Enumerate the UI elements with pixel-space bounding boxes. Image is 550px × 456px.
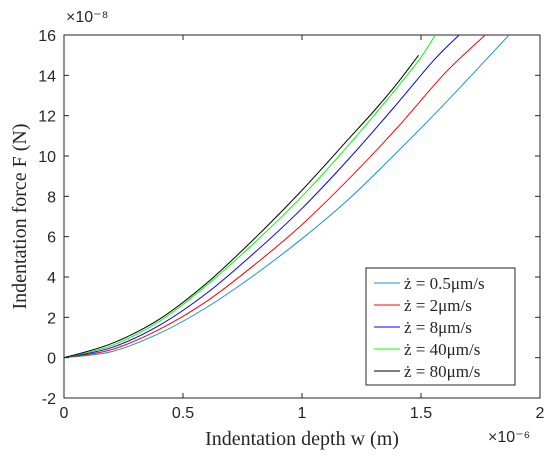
series-line-3 [63, 34, 436, 359]
y-axis-title: Indentation force F (N) [9, 123, 31, 309]
legend-label-0: ż = 0.5μm/s [404, 274, 485, 293]
y-tick-label: 2 [47, 310, 56, 327]
legend-label-2: ż = 8μm/s [404, 318, 472, 337]
series-line-2 [63, 34, 460, 359]
x-tick-label: 2 [536, 405, 545, 422]
x-tick-label: 1 [298, 405, 307, 422]
y-tick-label: 10 [38, 149, 56, 166]
y-tick-label: 14 [38, 68, 56, 85]
y-tick-label: 8 [47, 189, 56, 206]
y-axis-exponent: ×10⁻⁸ [66, 9, 108, 26]
x-axis-title: Indentation depth w (m) [205, 428, 399, 450]
legend-label-1: ż = 2μm/s [404, 296, 472, 315]
x-tick-label: 0.5 [172, 405, 194, 422]
legend: ż = 0.5μm/s ż = 2μm/s ż = 8μm/s ż = 40μm/s ż… [365, 267, 516, 386]
series-line-4 [63, 54, 420, 359]
y-tick-label: -2 [42, 391, 56, 408]
y-tick-label: 0 [47, 351, 56, 368]
y-tick-label: 6 [47, 230, 56, 247]
y-tick-label: 12 [38, 109, 56, 126]
legend-label-4: ż = 80μm/s [404, 362, 480, 381]
y-tick-label: 16 [38, 28, 56, 45]
series-lines [63, 34, 510, 359]
x-tick-label: 0 [60, 405, 69, 422]
legend-label-3: ż = 40μm/s [404, 340, 480, 359]
y-tick-label: 4 [47, 270, 56, 287]
x-axis-exponent: ×10⁻⁶ [488, 429, 530, 446]
x-tick-label: 1.5 [410, 405, 432, 422]
series-line-0 [63, 34, 510, 359]
series-line-1 [63, 34, 486, 359]
